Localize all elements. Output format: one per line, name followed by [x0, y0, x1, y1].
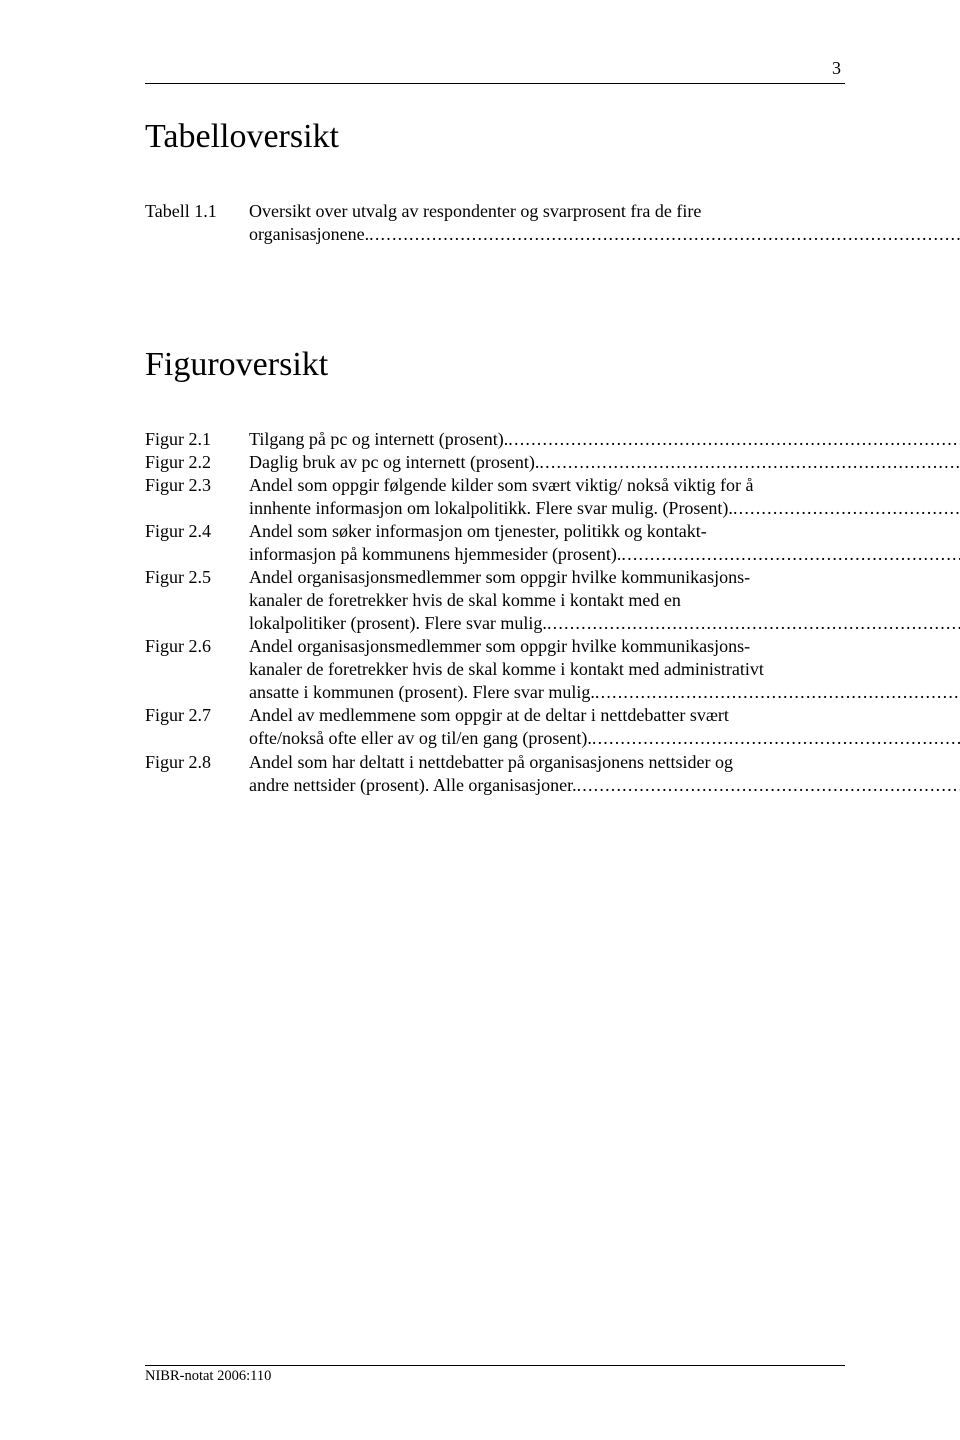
- toc-entry: Figur 2.1Tilgang på pc og internett (pro…: [145, 428, 845, 451]
- toc-entry-body: Andel som søker informasjon om tjenester…: [249, 520, 960, 566]
- toc-entry-lastline: Tilgang på pc og internett (prosent).9: [249, 428, 960, 451]
- toc-figuroversikt: Figur 2.1Tilgang på pc og internett (pro…: [145, 428, 845, 797]
- toc-entry-body: Andel av medlemmene som oppgir at de del…: [249, 704, 960, 750]
- toc-entry-label: Figur 2.6: [145, 635, 249, 658]
- toc-entry-label: Figur 2.1: [145, 428, 249, 451]
- toc-entry-line: Andel som har deltatt i nettdebatter på …: [249, 751, 960, 774]
- toc-entry-text: Andel som søker informasjon om tjenester…: [249, 520, 707, 543]
- toc-entry-line: kanaler de foretrekker hvis de skal komm…: [249, 658, 960, 681]
- toc-entry: Figur 2.8Andel som har deltatt i nettdeb…: [145, 751, 845, 797]
- header-rule: [145, 83, 845, 84]
- toc-entry-text: Andel organisasjonsmedlemmer som oppgir …: [249, 566, 750, 589]
- toc-entry-body: Daglig bruk av pc og internett (prosent)…: [249, 451, 960, 474]
- toc-entry-text: Andel som oppgir følgende kilder som svæ…: [249, 474, 753, 497]
- toc-entry: Figur 2.6Andel organisasjonsmedlemmer so…: [145, 635, 845, 704]
- toc-entry-lastline: Daglig bruk av pc og internett (prosent)…: [249, 451, 960, 474]
- toc-leader-dots: [369, 223, 960, 246]
- toc-entry: Figur 2.3Andel som oppgir følgende kilde…: [145, 474, 845, 520]
- toc-entry-line: kanaler de foretrekker hvis de skal komm…: [249, 589, 960, 612]
- toc-entry-line: Oversikt over utvalg av respondenter og …: [249, 200, 960, 223]
- toc-leader-dots: [577, 774, 960, 797]
- footer-text: NIBR-notat 2006:110: [145, 1368, 271, 1384]
- toc-entry-text: Andel av medlemmene som oppgir at de del…: [249, 704, 729, 727]
- document-page: 3 Tabelloversikt Tabell 1.1Oversikt over…: [0, 0, 960, 1440]
- toc-entry-text: organisasjonene.: [249, 223, 369, 246]
- toc-entry-lastline: organisasjonene.8: [249, 223, 960, 246]
- toc-entry-body: Andel organisasjonsmedlemmer som oppgir …: [249, 566, 960, 635]
- toc-entry-label: Figur 2.8: [145, 751, 249, 774]
- page-footer: NIBR-notat 2006:110: [145, 1365, 845, 1385]
- section-title-figuroversikt: Figuroversikt: [145, 346, 845, 384]
- toc-entry-text: andre nettsider (prosent). Alle organisa…: [249, 774, 577, 797]
- toc-leader-dots: [592, 727, 960, 750]
- toc-entry-line: Andel som oppgir følgende kilder som svæ…: [249, 474, 960, 497]
- toc-entry-line: Andel organisasjonsmedlemmer som oppgir …: [249, 635, 960, 658]
- toc-entry-line: Andel organisasjonsmedlemmer som oppgir …: [249, 566, 960, 589]
- toc-entry-lastline: andre nettsider (prosent). Alle organisa…: [249, 774, 960, 797]
- toc-entry-text: innhente informasjon om lokalpolitikk. F…: [249, 497, 733, 520]
- toc-entry-lastline: ansatte i kommunen (prosent). Flere svar…: [249, 681, 960, 704]
- toc-entry-text: kanaler de foretrekker hvis de skal komm…: [249, 658, 764, 681]
- toc-leader-dots: [621, 543, 960, 566]
- toc-entry-body: Andel som har deltatt i nettdebatter på …: [249, 751, 960, 797]
- toc-leader-dots: [595, 681, 960, 704]
- toc-entry-text: Andel som har deltatt i nettdebatter på …: [249, 751, 733, 774]
- toc-entry: Figur 2.4Andel som søker informasjon om …: [145, 520, 845, 566]
- toc-entry-text: ansatte i kommunen (prosent). Flere svar…: [249, 681, 595, 704]
- toc-entry-line: Andel som søker informasjon om tjenester…: [249, 520, 960, 543]
- toc-entry-line: Andel av medlemmene som oppgir at de del…: [249, 704, 960, 727]
- toc-leader-dots: [733, 497, 960, 520]
- toc-entry-label: Figur 2.7: [145, 704, 249, 727]
- toc-entry-text: Oversikt over utvalg av respondenter og …: [249, 200, 701, 223]
- toc-entry-label: Figur 2.4: [145, 520, 249, 543]
- toc-entry-label: Figur 2.2: [145, 451, 249, 474]
- toc-entry-lastline: lokalpolitiker (prosent). Flere svar mul…: [249, 612, 960, 635]
- toc-entry: Figur 2.2Daglig bruk av pc og internett …: [145, 451, 845, 474]
- toc-leader-dots: [539, 451, 960, 474]
- page-number: 3: [145, 58, 845, 79]
- toc-entry-body: Andel organisasjonsmedlemmer som oppgir …: [249, 635, 960, 704]
- toc-entry-label: Figur 2.3: [145, 474, 249, 497]
- toc-entry-body: Andel som oppgir følgende kilder som svæ…: [249, 474, 960, 520]
- toc-leader-dots: [508, 428, 960, 451]
- toc-entry-lastline: ofte/nokså ofte eller av og til/en gang …: [249, 727, 960, 750]
- toc-entry-body: Tilgang på pc og internett (prosent).9: [249, 428, 960, 451]
- toc-entry-label: Tabell 1.1: [145, 200, 249, 223]
- toc-tabelloversikt: Tabell 1.1Oversikt over utvalg av respon…: [145, 200, 845, 246]
- toc-entry-text: ofte/nokså ofte eller av og til/en gang …: [249, 727, 592, 750]
- toc-entry-body: Oversikt over utvalg av respondenter og …: [249, 200, 960, 246]
- toc-entry-text: Andel organisasjonsmedlemmer som oppgir …: [249, 635, 750, 658]
- toc-entry-text: kanaler de foretrekker hvis de skal komm…: [249, 589, 681, 612]
- toc-entry: Figur 2.7Andel av medlemmene som oppgir …: [145, 704, 845, 750]
- toc-leader-dots: [547, 612, 960, 635]
- page-header: 3: [145, 58, 845, 84]
- toc-entry-text: informasjon på kommunens hjemmesider (pr…: [249, 543, 621, 566]
- toc-entry-lastline: informasjon på kommunens hjemmesider (pr…: [249, 543, 960, 566]
- toc-entry: Tabell 1.1Oversikt over utvalg av respon…: [145, 200, 845, 246]
- toc-entry-text: Daglig bruk av pc og internett (prosent)…: [249, 451, 539, 474]
- toc-entry: Figur 2.5Andel organisasjonsmedlemmer so…: [145, 566, 845, 635]
- toc-entry-label: Figur 2.5: [145, 566, 249, 589]
- toc-entry-lastline: innhente informasjon om lokalpolitikk. F…: [249, 497, 960, 520]
- section-title-tabelloversikt: Tabelloversikt: [145, 118, 845, 156]
- footer-rule: [145, 1365, 845, 1366]
- toc-entry-text: Tilgang på pc og internett (prosent).: [249, 428, 508, 451]
- toc-entry-text: lokalpolitiker (prosent). Flere svar mul…: [249, 612, 547, 635]
